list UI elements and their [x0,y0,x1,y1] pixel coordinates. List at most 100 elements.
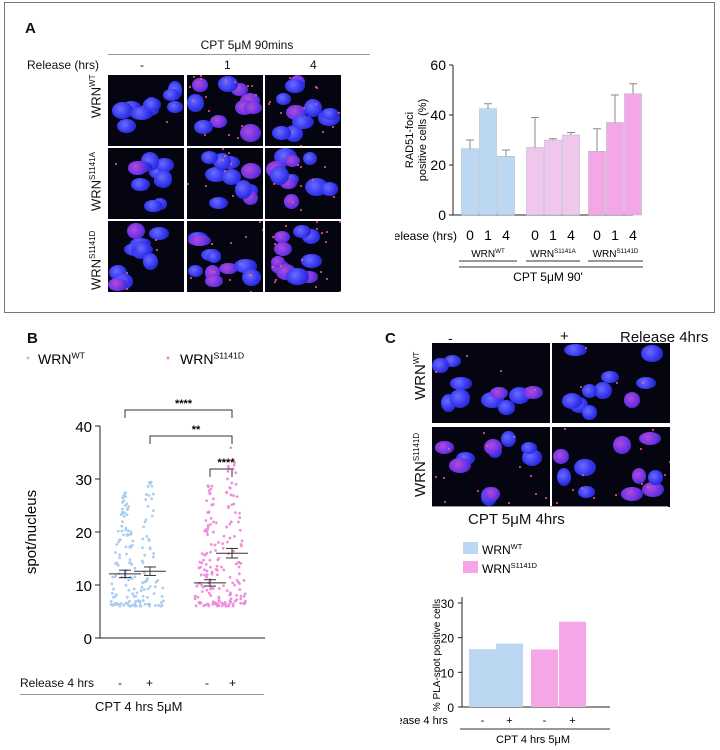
foci-dot [642,382,645,385]
foci-dot [259,221,262,224]
data-point [114,551,117,554]
nucleus [284,194,299,209]
y-tick-label: 0 [447,701,454,715]
nucleus [449,377,473,390]
panel-c-release-label: Release 4hrs [620,329,709,346]
foci-dot [580,386,583,389]
data-point [206,484,210,488]
panel-a-frame [4,2,715,313]
nucleus [563,344,587,357]
nucleus [600,370,619,384]
bar [531,649,558,707]
panel-a-release-label: Release (hrs) [27,58,100,72]
foci-dot [275,278,278,281]
data-point [131,543,134,547]
nucleus [205,274,223,288]
nucleus [501,430,517,448]
data-point [234,483,238,486]
panel-a-letter: A [25,20,36,37]
bar [606,122,624,216]
foci-dot [230,163,233,166]
data-point [239,597,243,601]
data-point [129,545,133,549]
nucleus [286,268,309,286]
foci-dot [448,447,451,450]
data-point [213,543,217,547]
foci-dot [669,461,670,464]
nucleus [244,102,263,114]
foci-dot [332,195,335,198]
data-point [237,572,241,576]
foci-dot [285,225,288,228]
micrograph-a-r0-c2 [265,75,341,146]
foci-dot [544,497,547,500]
data-point [116,563,120,567]
micrograph-a-r2-c2 [265,221,341,292]
bar [544,139,562,216]
data-point [231,458,235,461]
panel-b-cat-0: - [118,676,122,690]
data-point [127,505,131,509]
bar [479,108,497,216]
panel-a-col-1: 1 [224,58,231,72]
nucleus [582,404,597,420]
foci-dot [300,165,303,168]
foci-dot [518,466,521,469]
foci-dot [581,474,584,477]
data-point [131,592,135,596]
data-point [129,562,133,565]
nucleus [303,99,323,118]
foci-dot [199,77,202,80]
data-point [217,541,220,544]
y-tick-label: 20 [430,157,446,173]
data-point [124,528,128,532]
data-point [211,587,215,590]
nucleus [154,158,175,173]
foci-dot [314,102,317,105]
data-point [134,594,138,598]
data-point [205,499,209,503]
foci-dot [500,370,503,373]
nucleus [142,98,162,112]
foci-dot [229,278,232,281]
nucleus [612,435,631,454]
data-point [215,573,219,577]
data-point [122,499,126,503]
data-point [232,549,235,553]
group-label: WRNS1141D [593,248,639,260]
x-tick-label: 4 [629,227,637,243]
x-tick-label: + [569,715,575,727]
data-point [206,523,210,527]
data-point [237,520,240,524]
panel-a-condition-header: CPT 5μM 90mins [200,38,294,52]
data-point [226,540,229,544]
foci-dot [165,121,168,124]
data-point [232,463,236,467]
foci-dot [477,489,480,492]
data-point [214,548,217,552]
data-point [123,504,127,507]
nucleus [556,468,572,487]
data-point [207,591,211,595]
data-point [202,558,205,562]
significance-stars: **** [217,457,235,469]
data-point [152,552,155,555]
data-point [145,534,149,538]
data-point [150,484,154,488]
foci-dot [234,81,237,84]
foci-dot [593,497,596,500]
data-point [117,603,121,606]
panel-a-col-0: - [140,58,144,72]
nucleus [155,169,173,189]
panel-c-col-1: + [560,328,569,345]
foci-dot [249,290,252,292]
nucleus [498,400,516,415]
foci-dot [210,243,213,246]
nucleus [209,196,229,209]
y-axis-label: RAD51-focipositive cells (%) [404,99,429,182]
legend-swatch-wt [463,542,478,554]
data-point [212,520,215,524]
foci-dot [299,209,302,212]
micrograph-c-r0-c1 [552,343,670,423]
nucleus [632,467,647,484]
